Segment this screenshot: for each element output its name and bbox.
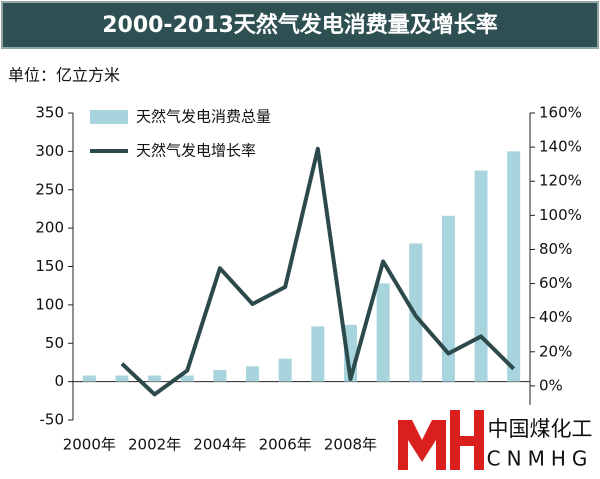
y-tick-label: -50 (40, 411, 65, 429)
y2-tick-label: 40% (539, 308, 572, 326)
y-tick-label: 350 (35, 104, 64, 122)
chart-title: 2000-2013天然气发电消费量及增长率 (102, 12, 498, 38)
bar (148, 375, 162, 382)
bar (376, 283, 390, 382)
bar (82, 375, 96, 382)
y2-tick-label: 100% (539, 206, 582, 224)
legend-label: 天然气发电增长率 (136, 142, 256, 160)
legend-swatch (90, 110, 128, 124)
logo-h (450, 410, 484, 470)
bar (311, 326, 325, 382)
watermark-logo: 中国煤化工 CNMHG (392, 405, 600, 479)
logo-name: 中国煤化工 (488, 417, 593, 441)
y-axis-label: 单位：亿立方米 (8, 66, 120, 85)
y2-tick-label: 120% (539, 172, 582, 190)
y-tick-label: 200 (35, 219, 64, 237)
bar (278, 358, 292, 382)
y2-tick-label: 60% (539, 274, 572, 292)
line (120, 146, 516, 397)
x-tick-label: 2008年 (324, 436, 377, 454)
y2-tick-label: 20% (539, 342, 572, 360)
bar (441, 215, 455, 382)
title-banner (1, 1, 599, 49)
y-tick-label: 150 (35, 257, 64, 275)
y2-tick-label: 80% (539, 240, 572, 258)
y-tick-label: 250 (35, 180, 64, 198)
y2-tick-label: 140% (539, 138, 582, 156)
y-tick-label: 300 (35, 142, 64, 160)
x-tick-label: 2002年 (128, 436, 181, 454)
bar (474, 170, 488, 382)
logo-m (398, 420, 446, 470)
bar (115, 375, 129, 382)
plot: -50 0 50 100 150 200 250 300 350 0% 20% 40% 60% 80% 10… (35, 104, 582, 454)
y-tick-label: 100 (35, 295, 64, 313)
y2-tick-label: 160% (539, 104, 582, 122)
y-tick-label: 50 (45, 334, 64, 352)
logo-code: CNMHG (487, 447, 594, 471)
x-tick-label: 2006年 (259, 436, 312, 454)
bar (180, 375, 194, 382)
legend-label: 天然气发电消费总量 (136, 108, 271, 126)
y-tick-label: 0 (54, 372, 64, 390)
y2-tick-label: 0% (539, 376, 563, 394)
x-tick-label: 2000年 (63, 436, 116, 454)
bar (213, 370, 227, 382)
bar (246, 366, 260, 382)
bar (507, 151, 521, 382)
x-tick-label: 2004年 (193, 436, 246, 454)
